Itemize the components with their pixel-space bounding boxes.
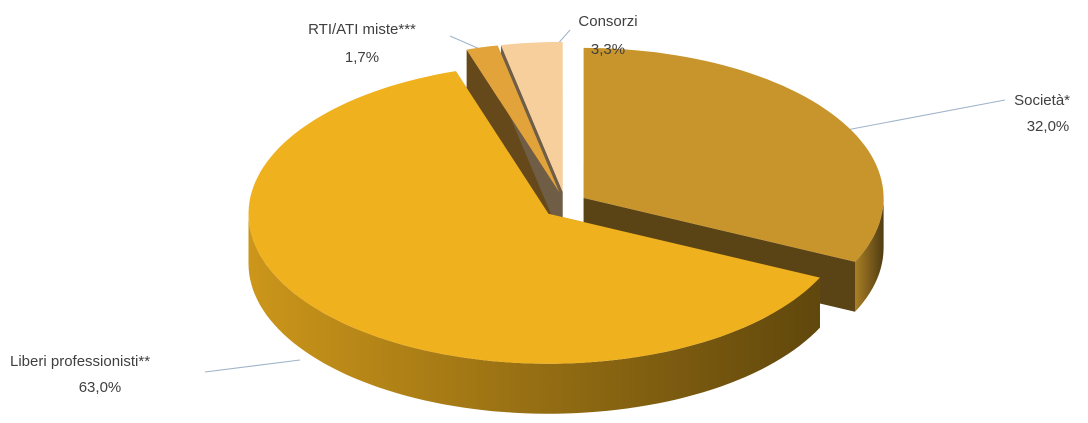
slice-wall	[855, 197, 884, 312]
slice-wall	[248, 213, 820, 414]
legend-label: Società*	[1014, 92, 1070, 109]
pie-slice	[466, 45, 560, 193]
value-label: 32,0%	[1027, 118, 1070, 135]
pie-slice	[501, 41, 563, 192]
pie	[248, 41, 884, 414]
value-label: 63,0%	[79, 379, 122, 396]
pie-slice	[248, 71, 820, 364]
pie-slice	[583, 47, 884, 262]
value-label: 3,3%	[591, 41, 625, 58]
leader-line	[819, 99, 1006, 136]
legend-label: Consorzi	[578, 13, 637, 30]
legend-label: RTI/ATI miste***	[308, 21, 416, 38]
leader-line	[204, 359, 301, 373]
slice-side	[466, 49, 560, 243]
value-label: 1,7%	[345, 49, 379, 66]
legend-label: Liberi professionisti**	[10, 353, 150, 370]
